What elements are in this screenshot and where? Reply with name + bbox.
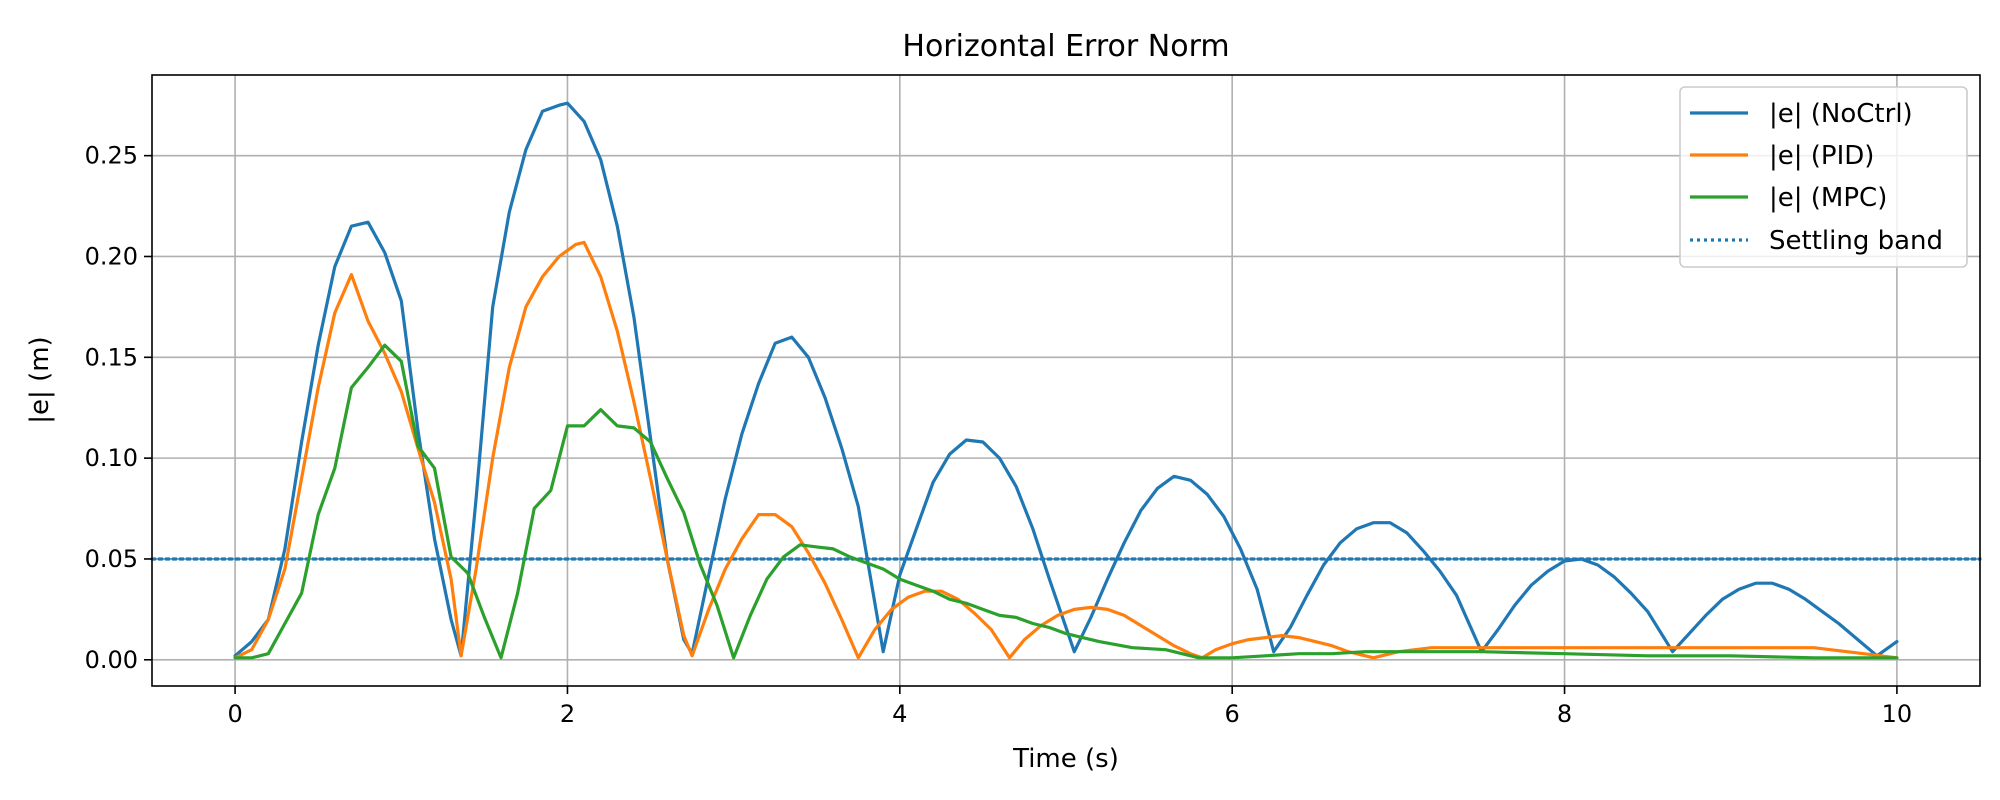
series-line-2 <box>233 343 1899 660</box>
x-tick-label: 0 <box>227 700 242 728</box>
y-tick-label: 0.25 <box>85 142 138 170</box>
legend-label-mpc: |e| (MPC) <box>1769 183 1887 213</box>
legend-label-noctrl: |e| (NoCtrl) <box>1769 99 1913 129</box>
chart-title: Horizontal Error Norm <box>902 29 1229 64</box>
y-tick-label: 0.10 <box>85 444 138 472</box>
legend: |e| (NoCtrl) |e| (PID) |e| (MPC) Settlin… <box>1679 86 1968 268</box>
x-tick-label: 8 <box>1557 700 1572 728</box>
legend-label-settling-band: Settling band <box>1769 226 1943 256</box>
x-tick-label: 4 <box>892 700 907 728</box>
series-lines <box>233 101 1899 660</box>
legend-label-pid: |e| (PID) <box>1769 141 1874 171</box>
y-axis-ticks: 0.00 0.05 0.10 0.15 0.20 0.25 <box>85 142 152 674</box>
x-tick-label: 10 <box>1882 700 1913 728</box>
series-line-1 <box>233 240 1899 660</box>
x-axis-ticks: 0 2 4 6 8 10 <box>227 686 1912 728</box>
x-tick-label: 6 <box>1225 700 1240 728</box>
y-tick-label: 0.20 <box>85 242 138 270</box>
y-tick-label: 0.15 <box>85 343 138 371</box>
x-axis-label: Time (s) <box>1012 744 1119 774</box>
legend-frame <box>1679 86 1968 268</box>
x-tick-label: 2 <box>560 700 575 728</box>
y-axis-label: |e| (m) <box>25 336 55 423</box>
y-tick-label: 0.00 <box>85 646 138 674</box>
y-tick-label: 0.05 <box>85 545 138 573</box>
series-line-0 <box>233 101 1899 658</box>
plot-frame <box>151 74 1981 687</box>
